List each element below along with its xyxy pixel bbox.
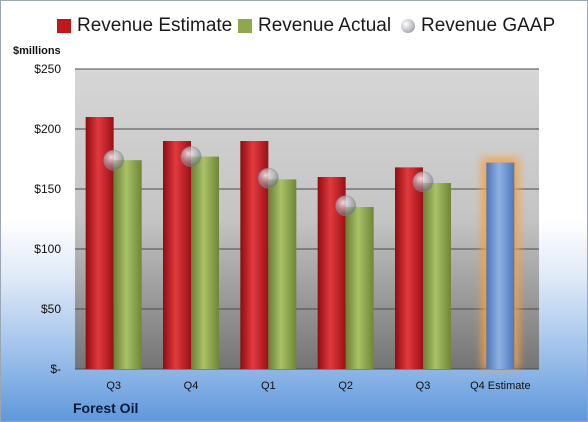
bar-revenue-actual [345, 207, 374, 369]
legend: Revenue Estimate Revenue Actual Revenue … [1, 15, 587, 43]
legend-item-actual: Revenue Actual [238, 15, 391, 37]
x-tick-label: Q1 [261, 380, 276, 392]
legend-label-gaap: Revenue GAAP [421, 15, 556, 36]
y-tick-label: $150 [34, 182, 61, 196]
company-name: Forest Oil [73, 400, 139, 416]
bar-revenue-estimate [395, 167, 423, 369]
legend-item-gaap: Revenue GAAP [401, 15, 555, 37]
legend-swatch-actual [238, 19, 252, 33]
gridlines [75, 68, 539, 370]
marker-revenue-gaap [257, 167, 279, 189]
y-axis-ticks: $- $50 $100 $150 $200 $250 [34, 62, 61, 376]
bar-revenue-actual [423, 183, 451, 369]
marker-revenue-gaap [103, 149, 125, 171]
bar-revenue-actual [191, 156, 219, 369]
bar-revenue-estimate [163, 141, 191, 369]
legend-swatch-gaap [401, 19, 415, 33]
y-tick-label: $- [50, 362, 61, 376]
y-tick-label: $250 [34, 62, 61, 76]
bars [85, 117, 520, 369]
plot-area [75, 69, 539, 369]
y-tick-label: $200 [34, 122, 61, 136]
legend-item-estimate: Revenue Estimate [57, 15, 232, 37]
y-axis-unit-label: $millions [13, 45, 61, 57]
x-tick-label: Q3 [416, 380, 431, 392]
bar-revenue-actual [268, 179, 297, 369]
bar-forecast [486, 162, 515, 369]
x-tick-label: Q4 Estimate [470, 380, 531, 392]
marker-revenue-gaap [180, 146, 202, 168]
legend-swatch-estimate [57, 19, 71, 33]
x-tick-label: Q3 [106, 380, 121, 392]
y-tick-label: $100 [34, 242, 61, 256]
x-tick-label: Q2 [338, 380, 353, 392]
x-axis-ticks: Q3 Q4 Q1 Q2 Q3 Q4 Estimate [106, 380, 530, 392]
marker-revenue-gaap [335, 195, 357, 217]
x-tick-label: Q4 [184, 380, 199, 392]
y-tick-label: $50 [41, 302, 61, 316]
legend-label-estimate: Revenue Estimate [77, 15, 233, 36]
marker-revenue-gaap [412, 171, 434, 193]
bar-revenue-actual [113, 160, 142, 369]
legend-label-actual: Revenue Actual [258, 15, 392, 36]
